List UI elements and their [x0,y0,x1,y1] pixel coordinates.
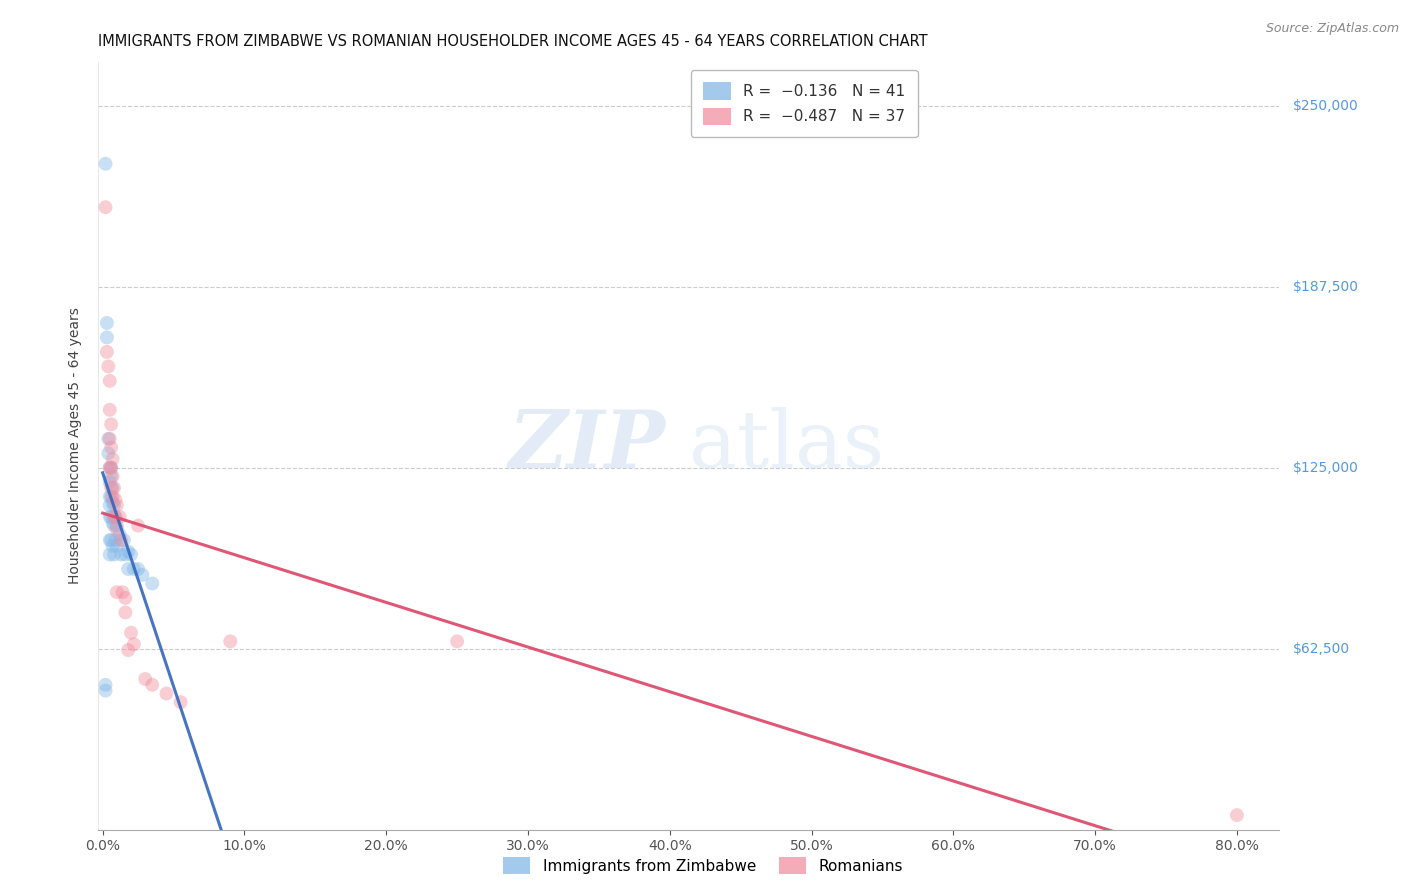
Point [97,446,120,460]
Point [105,521,128,535]
Text: $125,000: $125,000 [1294,460,1360,475]
Point [101,481,124,495]
Point [120,625,142,640]
Point [98,374,121,388]
Point [101,469,124,483]
Point [100,417,122,432]
Point [101,495,124,509]
Point [94,157,117,171]
Point [141,678,163,692]
Point [94,200,117,214]
Point [103,499,125,513]
Text: $62,500: $62,500 [1294,641,1351,656]
Point [219,634,242,648]
Point [114,591,136,605]
Point [96,330,118,344]
Point [117,562,139,576]
Point [100,460,122,475]
Point [114,548,136,562]
Point [100,460,122,475]
Point [446,634,468,648]
Point [98,548,121,562]
Point [105,539,128,553]
Point [100,490,122,504]
Point [98,460,121,475]
Point [117,643,139,657]
Point [100,510,122,524]
Point [105,518,128,533]
Point [141,576,163,591]
Point [98,432,121,446]
Point [98,510,121,524]
Text: Source: ZipAtlas.com: Source: ZipAtlas.com [1265,22,1399,36]
Point [104,510,127,524]
Point [108,527,131,541]
Point [155,686,177,700]
Point [94,678,117,692]
Text: IMMIGRANTS FROM ZIMBABWE VS ROMANIAN HOUSEHOLDER INCOME AGES 45 - 64 YEARS CORRE: IMMIGRANTS FROM ZIMBABWE VS ROMANIAN HOU… [98,34,928,49]
Point [104,492,127,507]
Point [117,544,139,558]
Point [101,516,124,530]
Text: $187,500: $187,500 [1294,280,1360,293]
Point [169,695,191,709]
Point [127,518,149,533]
Point [122,562,145,576]
Point [112,533,135,547]
Point [97,432,120,446]
Point [103,518,125,533]
Point [103,510,125,524]
Point [101,539,124,553]
Point [122,637,145,651]
Point [110,533,132,547]
Point [105,499,128,513]
Point [103,548,125,562]
Point [127,562,149,576]
Point [100,481,122,495]
Point [114,606,136,620]
Point [94,683,117,698]
Point [101,490,124,504]
Y-axis label: Householder Income Ages 45 - 64 years: Householder Income Ages 45 - 64 years [69,308,83,584]
Point [98,490,121,504]
Point [100,441,122,455]
Point [98,499,121,513]
Point [134,672,156,686]
Point [131,567,153,582]
Point [105,585,128,599]
Point [96,345,118,359]
Point [104,510,127,524]
Point [120,548,142,562]
Legend: Immigrants from Zimbabwe, Romanians: Immigrants from Zimbabwe, Romanians [496,851,910,880]
Point [98,460,121,475]
Point [104,533,127,547]
Point [96,316,118,330]
Point [111,585,134,599]
Point [110,548,132,562]
Point [97,359,120,374]
Point [98,402,121,417]
Point [100,469,122,483]
Point [100,533,122,547]
Point [101,452,124,467]
Text: $250,000: $250,000 [1294,99,1360,113]
Text: atlas: atlas [689,407,884,485]
Point [98,475,121,490]
Point [98,533,121,547]
Legend: R =  −0.136   N = 41, R =  −0.487   N = 37: R = −0.136 N = 41, R = −0.487 N = 37 [692,70,918,137]
Point [108,510,131,524]
Text: ZIP: ZIP [509,408,665,484]
Point [1226,808,1249,822]
Point [103,481,125,495]
